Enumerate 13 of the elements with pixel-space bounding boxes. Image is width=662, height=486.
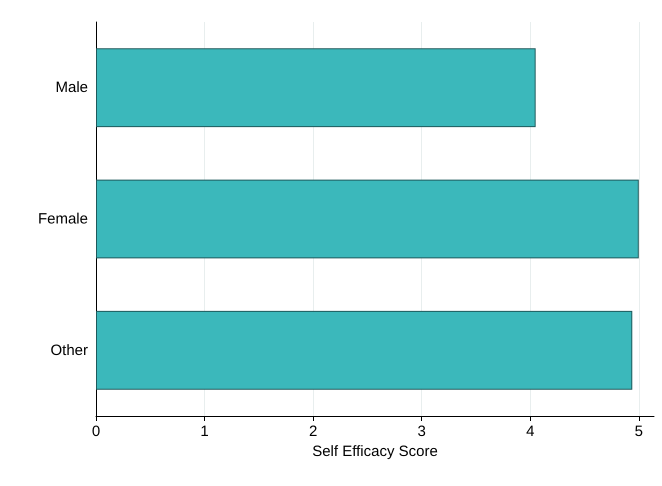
- y-tick-label: Other: [50, 342, 88, 359]
- x-tick-label: 0: [92, 423, 100, 440]
- x-tick-label: 5: [634, 423, 643, 440]
- bar: [96, 48, 536, 128]
- bar: [96, 310, 632, 390]
- x-tick-label: 1: [200, 423, 209, 440]
- y-tick-label: Male: [55, 79, 88, 96]
- bar: [96, 180, 639, 258]
- x-axis-title: Self Efficacy Score: [312, 442, 438, 460]
- x-tick-label: 3: [418, 423, 426, 440]
- x-tick-label: 4: [526, 423, 534, 440]
- x-tick-label: 2: [308, 423, 318, 440]
- y-tick-label: Female: [38, 210, 88, 228]
